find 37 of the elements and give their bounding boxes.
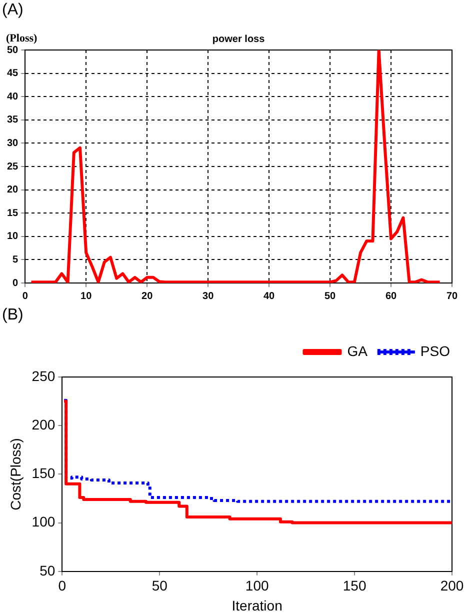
y-tick-label: 30 — [7, 138, 19, 149]
y-axis-title: (Ploss) — [6, 32, 38, 44]
y-tick-label: 250 — [32, 368, 56, 384]
x-tick-label: 60 — [385, 290, 398, 302]
y-tick-label: 25 — [7, 161, 19, 172]
x-axis-title: Iteration — [232, 597, 282, 614]
x-tick-label: 30 — [202, 290, 214, 302]
x-tick-label: 50 — [152, 578, 168, 594]
y-tick-label: 10 — [7, 231, 19, 242]
y-tick-label: 100 — [32, 514, 56, 530]
legend-label: GA — [347, 342, 368, 359]
y-tick-label: 5 — [12, 254, 19, 266]
y-tick-label: 150 — [32, 465, 56, 482]
x-tick-label: 40 — [263, 290, 276, 302]
chart-title: power loss — [212, 34, 266, 45]
x-tick-label: 100 — [245, 578, 269, 594]
x-tick-label: 10 — [80, 290, 92, 302]
y-tick-label: 50 — [7, 44, 19, 56]
x-tick-label: 50 — [324, 290, 336, 302]
x-tick-label: 200 — [440, 578, 464, 594]
y-tick-label: 45 — [7, 68, 19, 80]
text: (B) — [2, 306, 24, 324]
y-tick-label: 0 — [12, 278, 19, 289]
y-tick-label: 15 — [7, 208, 19, 219]
x-tick-label: 0 — [22, 290, 28, 302]
y-tick-label: 35 — [7, 114, 19, 126]
y-tick-label: 40 — [7, 91, 19, 102]
x-tick-label: 70 — [446, 290, 458, 302]
text: (A) — [2, 1, 24, 18]
y-tick-label: 200 — [32, 416, 56, 432]
legend-label: PSO — [420, 342, 450, 359]
y-tick-label: 50 — [40, 562, 56, 578]
x-tick-label: 150 — [342, 578, 366, 594]
y-tick-label: 20 — [7, 184, 19, 196]
x-tick-label: 20 — [142, 290, 154, 302]
x-tick-label: 0 — [58, 578, 66, 594]
y-axis-title: Cost(Ploss) — [7, 438, 24, 510]
